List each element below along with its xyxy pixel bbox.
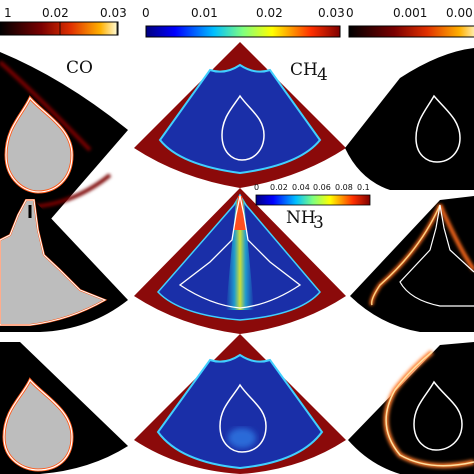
panel-r2-c1 [0,196,128,332]
contour-r3-c3 [413,380,463,451]
colorbar-third-tick-0: 0 [346,6,354,20]
contour-r1-c2 [221,94,265,161]
contour-r1-c3 [415,94,461,163]
contour-r2-c2 [178,195,302,309]
colorbar-third-tick-2: 0.00 [446,6,473,20]
hotspot-r3-c2 [228,428,256,448]
colorbar-third-bar [348,25,474,38]
sector-r3-c3 [348,342,474,474]
colorbar-third: 0 0.001 0.00 [346,6,474,38]
colorbar-nh3-tick-1: 0.02 [270,183,288,192]
colorbar-co-tick-0: 1 [4,6,12,20]
panel-r1-c3 [345,48,474,190]
label-nh3: NH 3 [286,208,324,233]
contour-r2-c3 [399,204,474,307]
panel-r1-c1: CO [0,52,128,220]
fluid-r3-c2 [156,353,324,470]
panel-r2-c3 [350,196,474,332]
svg-text:4: 4 [317,65,328,85]
jet-r2-c2 [226,200,254,310]
colorbar-ch4: 0 0.01 0.02 0.03 [142,6,345,38]
colorbar-ch4-tick-0: 0 [142,6,150,20]
svg-text:NH: NH [286,208,316,228]
colorbar-co-bar [0,21,119,36]
colorbar-nh3: 0 0.02 0.04 0.06 0.08 0.1 [254,183,371,206]
colorbar-ch4-bar [145,25,341,38]
sector-r2-c3 [350,196,474,332]
svg-text:3: 3 [313,213,324,233]
fluid-r1-c2 [158,63,322,175]
label-co: CO [66,58,93,78]
colorbar-nh3-tick-4: 0.08 [335,183,353,192]
colorbar-ch4-tick-1: 0.01 [191,6,218,20]
svg-text:CH: CH [290,60,318,80]
contour-r3-c2 [219,383,267,453]
sector-r1-c3 [345,48,474,190]
panel-r3-c1 [0,342,128,474]
label-ch4: CH 4 [290,60,328,85]
colorbar-nh3-tick-3: 0.06 [313,183,331,192]
panel-r3-c2 [134,334,346,474]
colorbar-co-tick-2: 0.03 [100,6,127,20]
colorbar-ch4-tick-2: 0.02 [256,6,283,20]
colorbar-nh3-tick-2: 0.04 [292,183,310,192]
panel-r3-c3 [348,342,474,474]
colorbar-nh3-tick-5: 0.1 [357,183,370,192]
colorbar-co-tick-1: 0.02 [42,6,69,20]
colorbar-nh3-bar [255,194,371,206]
panel-r1-c2: CH 4 [134,42,346,188]
colorbar-co: 1 0.02 0.03 [0,6,127,36]
colorbar-ch4-tick-3: 0.03 [318,6,345,20]
colorbar-nh3-tick-0: 0 [254,183,259,192]
panel-r2-c2: 0 0.02 0.04 0.06 0.08 0.1 NH 3 [134,183,371,334]
colorbar-third-tick-1: 0.001 [393,6,427,20]
